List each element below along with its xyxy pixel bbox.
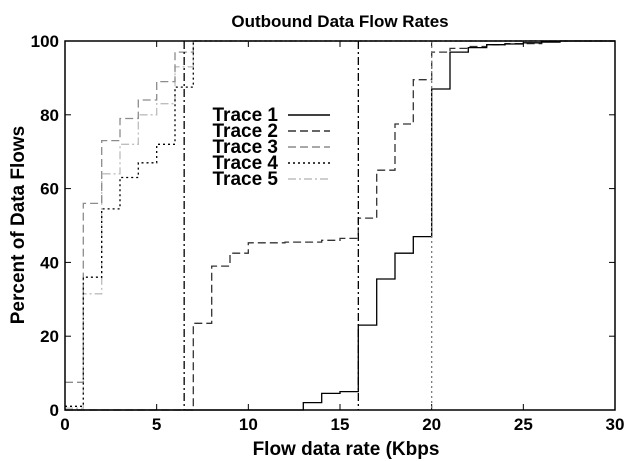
tick-labels: 0 5 10 15 20 25 30 0 20 40 60 80 100 [31,32,625,434]
series-1-line [65,40,615,411]
series-3-line [65,40,615,383]
legend-label: Trace 4 [213,153,279,174]
legend-label: Trace 5 [213,169,279,190]
series-2-line [65,40,615,411]
plot-frame [64,40,616,411]
x-tick-label: 15 [331,415,350,434]
x-tick-label: 20 [422,415,441,434]
legend-label: Trace 3 [213,137,279,158]
y-tick-label: 40 [40,253,59,272]
y-tick-label: 20 [40,327,59,346]
x-tick-label: 25 [514,415,533,434]
series-4-line [65,40,615,407]
y-tick-label: 80 [40,106,59,125]
y-tick-label: 60 [40,180,59,199]
series-5-line [65,40,615,409]
series-layer [65,40,615,411]
x-axis-label: Flow data rate (Kbps [253,439,440,460]
y-axis-label: Percent of Data Flows [8,126,29,325]
x-tick-label: 5 [152,415,161,434]
tick-marks [64,40,616,411]
legend-label: Trace 1 [213,105,279,126]
y-tick-label: 100 [31,32,59,51]
reference-lines [183,41,433,410]
y-tick-label: 0 [50,401,59,420]
legend-label: Trace 2 [213,121,279,142]
x-tick-label: 10 [239,415,258,434]
x-tick-label: 0 [60,415,69,434]
chart-title: Outbound Data Flow Rates [231,12,448,31]
x-tick-label: 30 [606,415,625,434]
